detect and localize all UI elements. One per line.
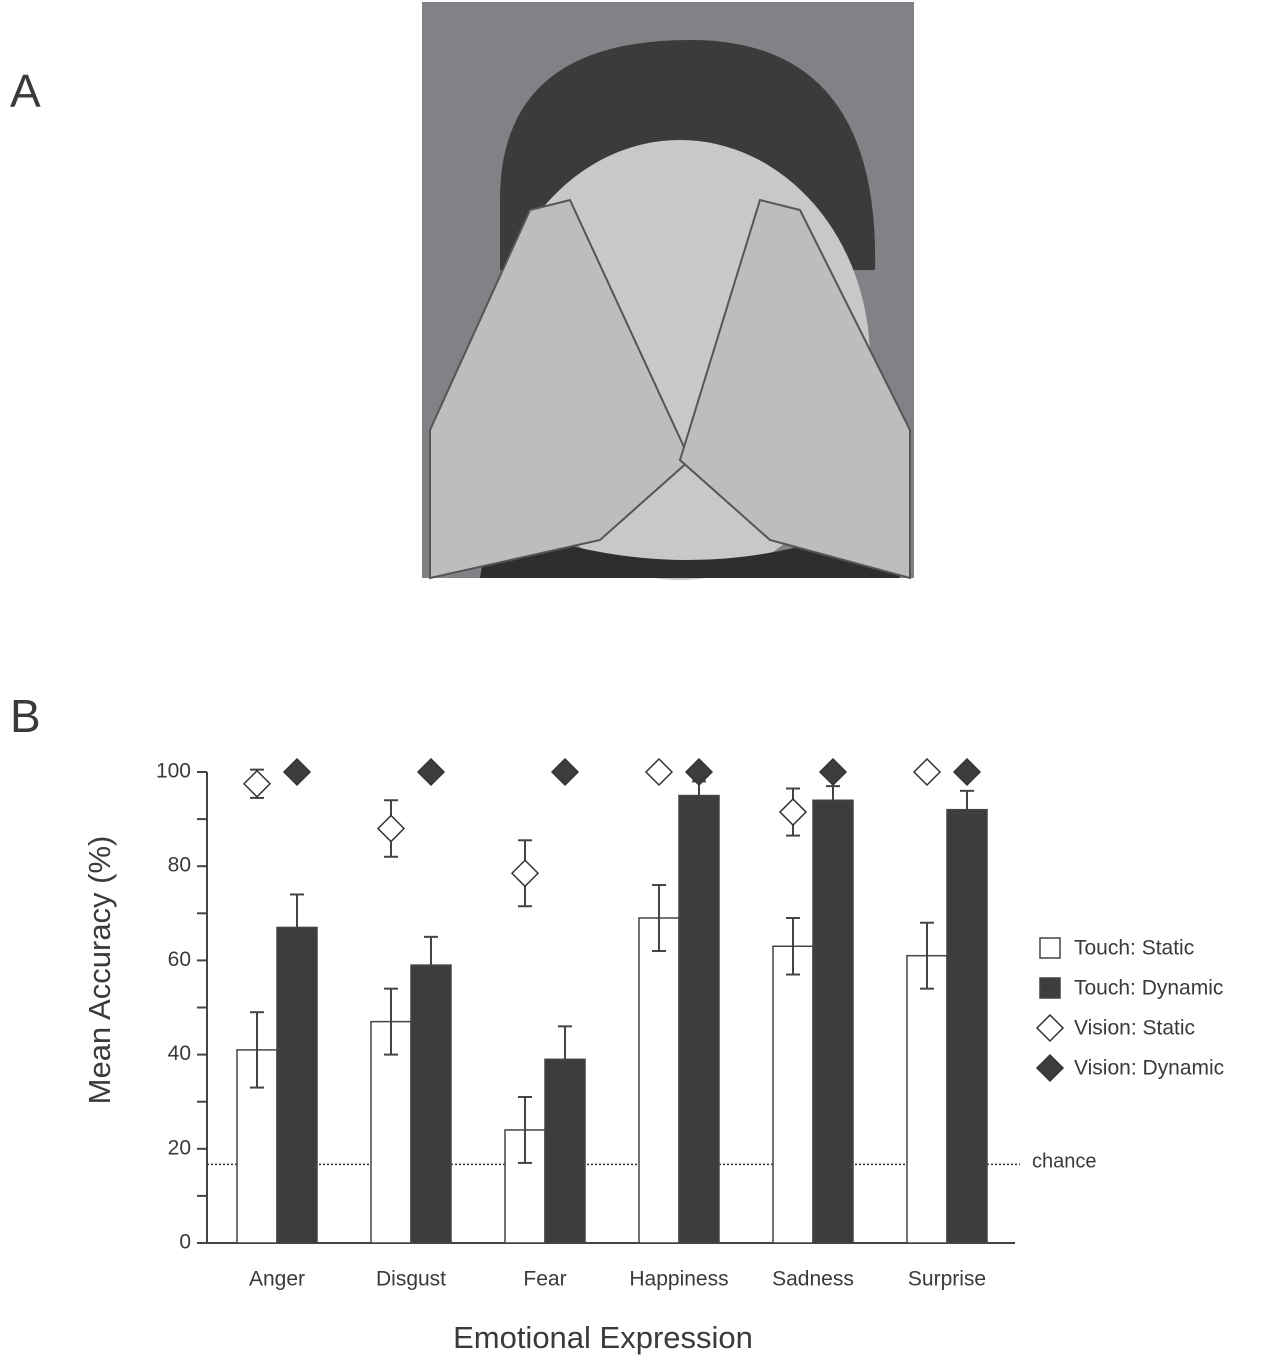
legend-label: Vision: Dynamic [1074,1057,1224,1080]
panel-label: A [10,65,41,117]
marker [512,860,538,886]
marker [244,771,270,797]
bar [545,1059,585,1243]
marker [954,759,980,785]
marker [686,759,712,785]
panel-label: B [10,690,41,742]
error-bar [960,791,974,810]
error-bar [826,786,840,800]
legend-swatch [1037,1015,1063,1041]
marker [552,759,578,785]
legend-swatch [1040,938,1060,958]
marker [820,759,846,785]
y-tick-label: 100 [156,760,191,783]
marker [284,759,310,785]
y-tick-label: 0 [179,1231,191,1254]
y-tick-label: 20 [168,1136,191,1159]
bar [947,810,987,1243]
bar [411,965,451,1243]
y-tick-label: 60 [168,948,191,971]
x-tick-label: Sadness [772,1268,854,1291]
bar [277,927,317,1243]
bar [639,918,679,1243]
bar [907,956,947,1243]
error-bar [424,937,438,965]
y-axis-title: Mean Accuracy (%) [82,836,117,1105]
marker [646,759,672,785]
x-axis-title: Emotional Expression [453,1320,753,1355]
x-tick-label: Disgust [376,1268,446,1291]
error-bar [558,1026,572,1059]
bar [813,800,853,1243]
legend-label: Touch: Dynamic [1074,977,1223,1000]
legend-swatch [1037,1055,1063,1081]
x-tick-label: Happiness [629,1268,728,1291]
photo [422,2,914,580]
marker [418,759,444,785]
x-tick-label: Fear [523,1268,566,1291]
bar [773,946,813,1243]
error-bar [290,894,304,927]
bar [679,796,719,1243]
legend-label: Vision: Static [1074,1017,1195,1040]
legend-label: Touch: Static [1074,937,1194,960]
legend-swatch [1040,978,1060,998]
marker [378,816,404,842]
marker [914,759,940,785]
x-tick-label: Anger [249,1268,305,1291]
chance-label: chance [1032,1151,1097,1173]
y-tick-label: 40 [168,1042,191,1065]
x-tick-label: Surprise [908,1268,986,1291]
marker [780,799,806,825]
y-tick-label: 80 [168,854,191,877]
figure: A B Mean Accuracy (%) Emotional Expressi… [0,0,1270,1364]
